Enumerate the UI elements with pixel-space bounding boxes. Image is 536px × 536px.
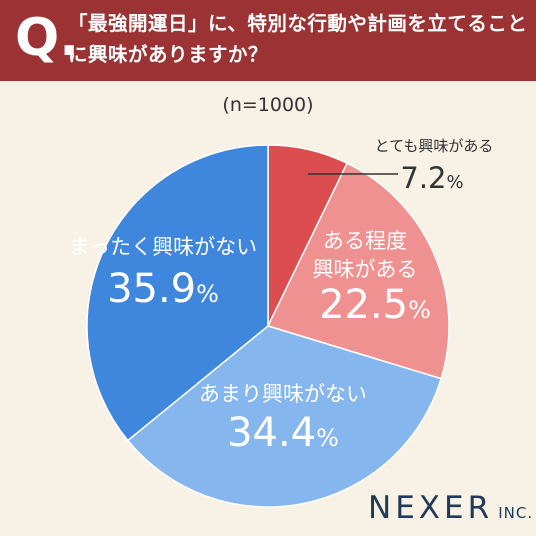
slice-label: ある程度興味がある bbox=[313, 229, 418, 281]
slice-label: まったく興味がない bbox=[69, 235, 257, 259]
nexer-logo: NEXER INC. bbox=[368, 490, 533, 526]
slice-value: 35.9% bbox=[107, 266, 219, 312]
question-header: Q. 「最強開運日」に、特別な行動や計画を立てることに興味がありますか？ bbox=[0, 0, 536, 81]
brand-name: NEXER bbox=[368, 490, 494, 526]
slice-value: 34.4% bbox=[227, 410, 339, 456]
q-mark: Q. bbox=[15, 8, 79, 68]
pie-slice bbox=[126, 325, 443, 508]
slice-label: とても興味がある bbox=[375, 137, 494, 155]
pie-slice bbox=[86, 144, 269, 442]
pie-slice bbox=[266, 162, 450, 380]
brand-suffix: INC. bbox=[498, 504, 534, 522]
slice-value: 7.2% bbox=[400, 161, 463, 195]
slice-value: 22.5% bbox=[319, 282, 431, 328]
sample-size-label: (n=1000) bbox=[222, 94, 314, 116]
question-text: 「最強開運日」に、特別な行動や計画を立てることに興味がありますか？ bbox=[68, 12, 528, 66]
slice-label: あまり興味がない bbox=[199, 382, 367, 406]
